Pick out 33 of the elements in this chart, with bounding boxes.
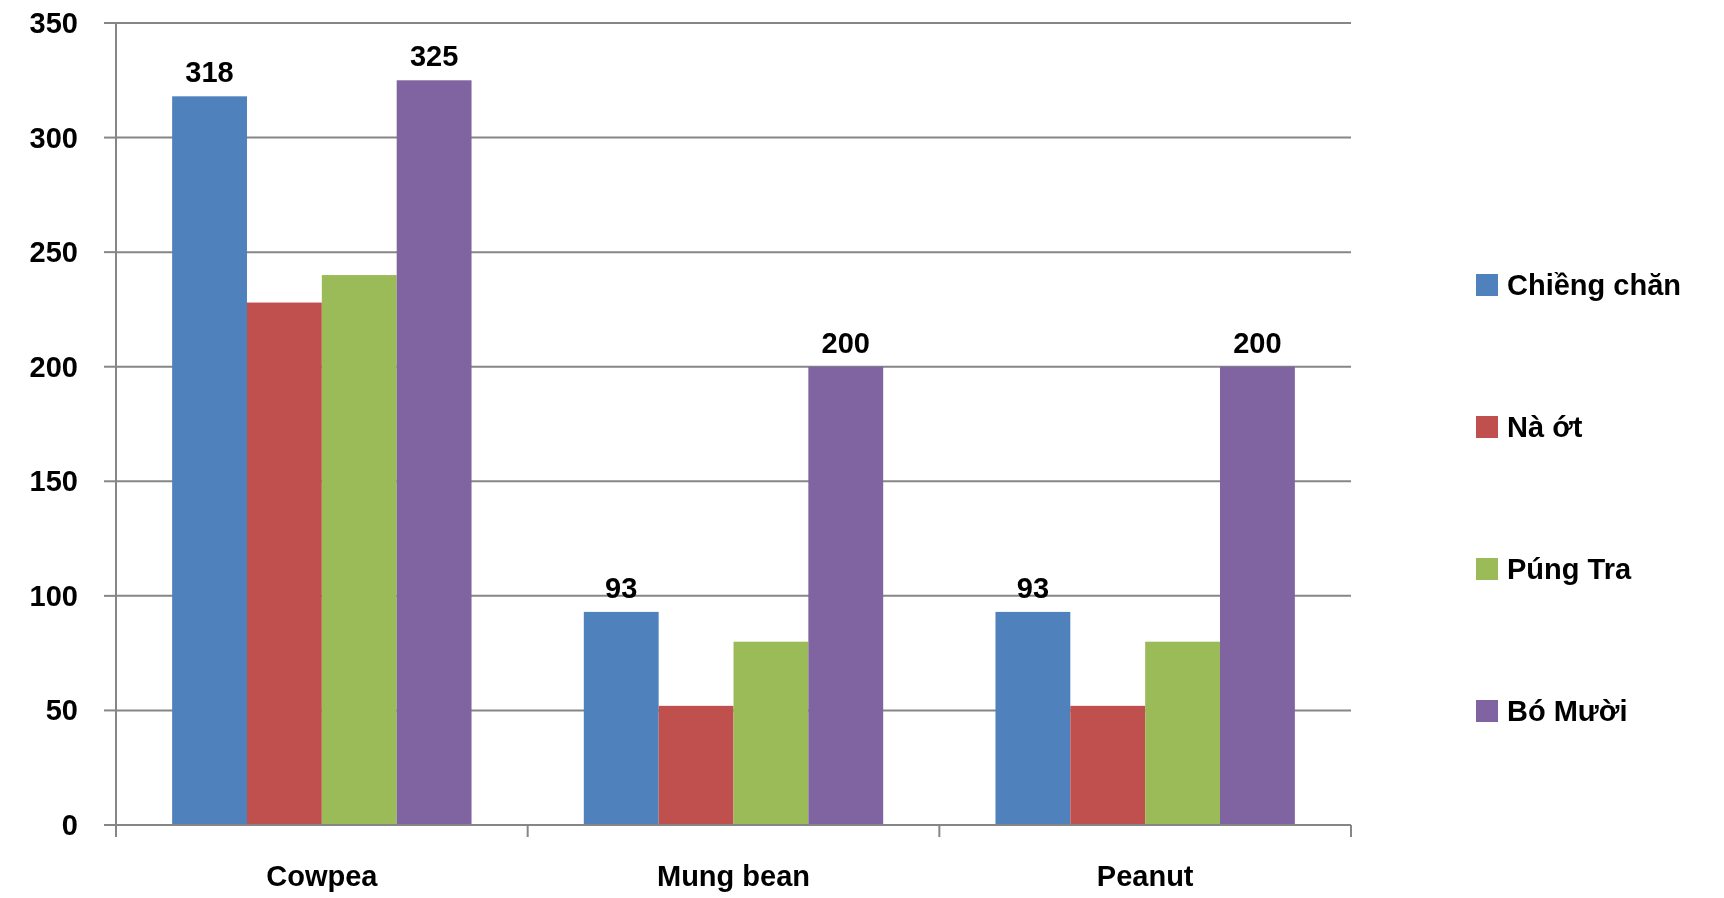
bar (1070, 705, 1146, 825)
legend-label: Bó Mười (1507, 695, 1628, 727)
bar (1145, 641, 1221, 825)
legend-label: Púng Tra (1507, 553, 1632, 585)
data-label: 200 (821, 326, 870, 359)
y-tick-label: 150 (29, 465, 78, 498)
x-tick-label: Mung bean (656, 860, 811, 892)
data-label: 200 (1233, 326, 1282, 359)
x-tick-label: Cowpea (266, 860, 379, 892)
data-label: 93 (1016, 571, 1050, 604)
bar (172, 96, 247, 825)
bar (396, 80, 472, 825)
bar (995, 611, 1071, 825)
x-tick-label: Peanut (1096, 860, 1194, 892)
data-label: 325 (409, 40, 459, 73)
legend-label: Chiềng chăn (1507, 269, 1682, 301)
y-tick-label: 50 (45, 694, 78, 727)
y-tick-label: 100 (29, 579, 78, 612)
data-label: 318 (185, 56, 234, 89)
y-tick-label: 350 (29, 7, 78, 39)
bar (1220, 366, 1295, 825)
y-tick-label: 300 (29, 121, 78, 154)
bar (583, 611, 659, 825)
y-tick-label: 200 (29, 350, 78, 383)
bar (246, 302, 322, 825)
bar (733, 641, 809, 825)
data-label: 93 (605, 571, 638, 604)
bar (808, 366, 884, 825)
bar (321, 275, 397, 825)
y-tick-label: 0 (61, 809, 78, 841)
legend-label: Nà ớt (1507, 411, 1583, 443)
bar (658, 705, 734, 825)
y-tick-label: 250 (29, 236, 78, 269)
